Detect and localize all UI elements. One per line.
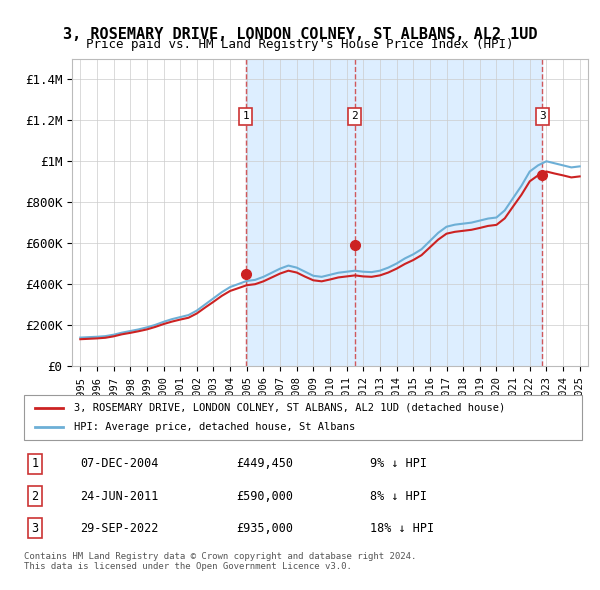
Text: 24-JUN-2011: 24-JUN-2011 bbox=[80, 490, 158, 503]
Text: 18% ↓ HPI: 18% ↓ HPI bbox=[370, 522, 434, 535]
Text: 9% ↓ HPI: 9% ↓ HPI bbox=[370, 457, 427, 470]
Text: 3: 3 bbox=[539, 112, 545, 122]
Text: 2: 2 bbox=[351, 112, 358, 122]
Text: Contains HM Land Registry data © Crown copyright and database right 2024.
This d: Contains HM Land Registry data © Crown c… bbox=[24, 552, 416, 571]
Text: 3: 3 bbox=[32, 522, 39, 535]
Text: 1: 1 bbox=[242, 112, 249, 122]
Text: HPI: Average price, detached house, St Albans: HPI: Average price, detached house, St A… bbox=[74, 422, 355, 432]
Text: 3, ROSEMARY DRIVE, LONDON COLNEY, ST ALBANS, AL2 1UD (detached house): 3, ROSEMARY DRIVE, LONDON COLNEY, ST ALB… bbox=[74, 403, 505, 412]
Bar bbox=[355, 59, 542, 366]
Text: 07-DEC-2004: 07-DEC-2004 bbox=[80, 457, 158, 470]
Text: 1: 1 bbox=[32, 457, 39, 470]
Text: £449,450: £449,450 bbox=[236, 457, 293, 470]
Text: Price paid vs. HM Land Registry's House Price Index (HPI): Price paid vs. HM Land Registry's House … bbox=[86, 38, 514, 51]
FancyBboxPatch shape bbox=[24, 395, 582, 440]
Text: 3, ROSEMARY DRIVE, LONDON COLNEY, ST ALBANS, AL2 1UD: 3, ROSEMARY DRIVE, LONDON COLNEY, ST ALB… bbox=[63, 27, 537, 41]
Text: 8% ↓ HPI: 8% ↓ HPI bbox=[370, 490, 427, 503]
Text: £935,000: £935,000 bbox=[236, 522, 293, 535]
Text: £590,000: £590,000 bbox=[236, 490, 293, 503]
Bar bbox=[245, 59, 355, 366]
Text: 29-SEP-2022: 29-SEP-2022 bbox=[80, 522, 158, 535]
Text: 2: 2 bbox=[32, 490, 39, 503]
